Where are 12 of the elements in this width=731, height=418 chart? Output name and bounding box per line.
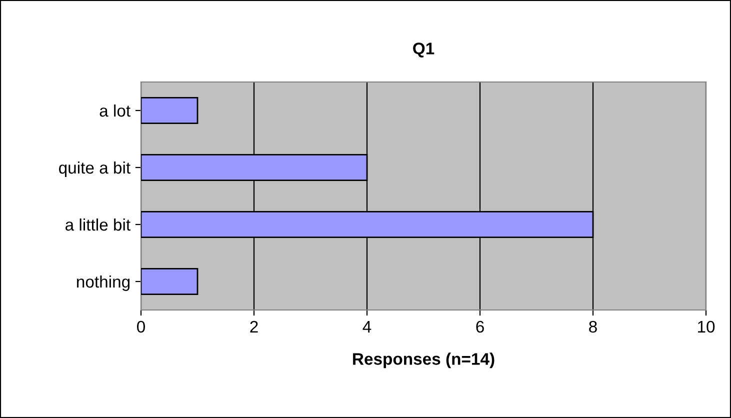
x-tick-label: 10 bbox=[698, 320, 715, 333]
x-axis-title: Responses (n=14) bbox=[353, 352, 494, 368]
y-tick-label: a lot bbox=[100, 104, 130, 117]
x-tick-label: 4 bbox=[362, 321, 372, 332]
x-tick-label: 0 bbox=[137, 320, 145, 333]
y-tick-label: quite a bit bbox=[59, 161, 130, 177]
x-tick-label: 6 bbox=[476, 320, 484, 333]
y-tick-label: nothing bbox=[77, 275, 130, 291]
x-tick-label: 8 bbox=[589, 320, 597, 333]
x-tick-label: 2 bbox=[250, 320, 258, 332]
y-tick-label: a little bit bbox=[66, 218, 130, 231]
chart-title: Q1 bbox=[413, 42, 434, 58]
